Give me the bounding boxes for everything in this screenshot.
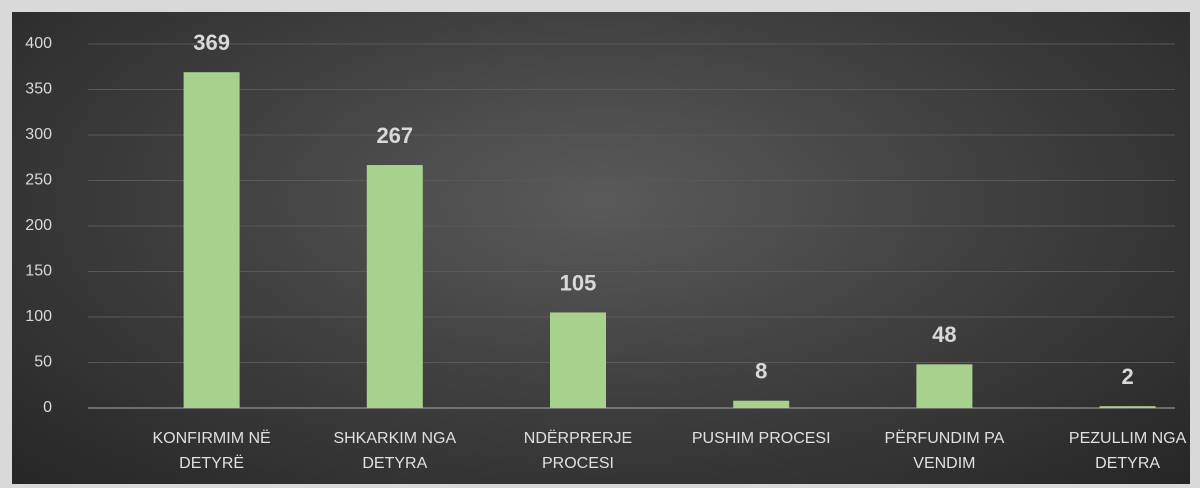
bar [550, 312, 606, 408]
bar [183, 72, 240, 409]
x-tick-label: KONFIRMIM NË DETYRË [152, 430, 271, 472]
x-tick-label: SHKARKIM NGA DETYRA [333, 430, 457, 472]
x-tick-label: NDËRPRERJE PROCESI [523, 430, 633, 472]
data-label: 105 [560, 270, 597, 295]
data-label: 48 [932, 322, 956, 347]
y-tick-label: 150 [25, 263, 52, 280]
bar [1099, 406, 1156, 408]
y-tick-label: 50 [34, 354, 52, 371]
data-label: 267 [376, 123, 413, 148]
x-tick-label: PEZULLIM NGA DETYRA [1068, 430, 1187, 472]
x-tick-label: PËRFUNDIM PA VENDIM [884, 430, 1005, 472]
x-tick-label: PUSHIM PROCESI [691, 430, 831, 447]
y-tick-label: 100 [25, 308, 52, 325]
y-tick-label: 350 [25, 81, 52, 98]
y-tick-label: 400 [25, 35, 52, 52]
bar [733, 400, 790, 408]
bar [366, 165, 423, 408]
y-tick-label: 300 [25, 126, 52, 143]
bar [916, 364, 973, 408]
data-label: 2 [1121, 364, 1133, 389]
data-label: 369 [193, 30, 230, 55]
y-tick-label: 0 [43, 399, 52, 416]
y-tick-label: 250 [25, 172, 52, 189]
data-label: 8 [755, 359, 767, 384]
chart: 0 50 100 150 200 250 300 350 400 369 267 105 8 48 2 [25, 30, 1175, 416]
y-tick-label: 200 [25, 217, 52, 234]
chart-frame: 0 50 100 150 200 250 300 350 400 369 267 105 8 48 2 KO… [12, 12, 1190, 484]
